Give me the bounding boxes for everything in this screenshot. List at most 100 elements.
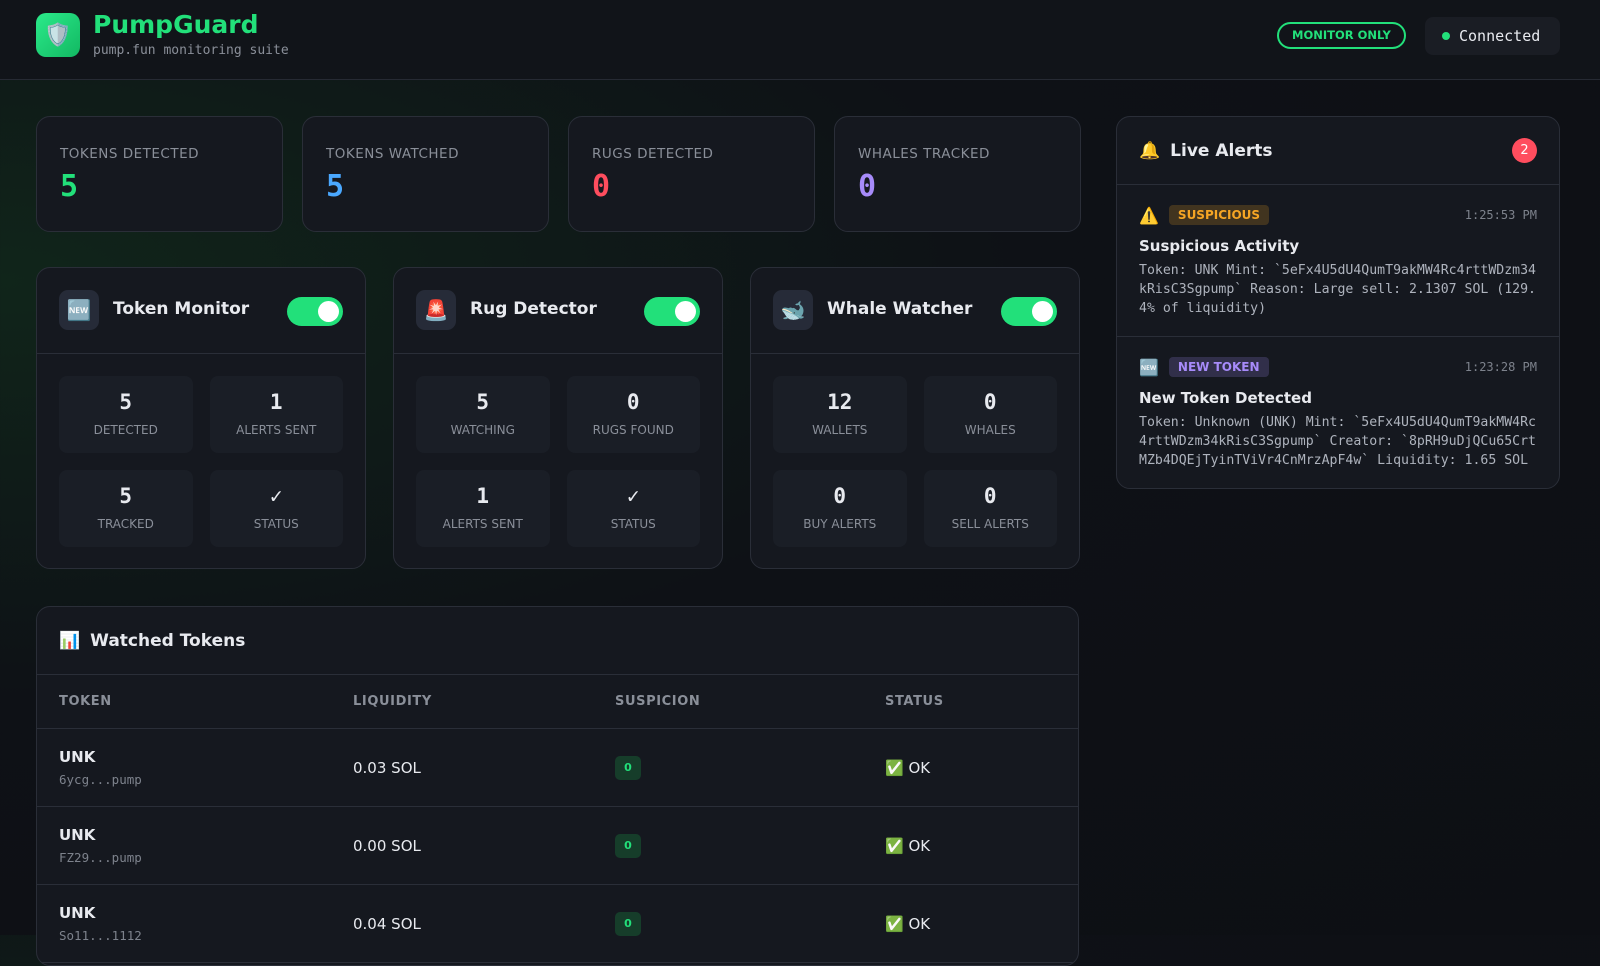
stat-card: TOKENS WATCHED 5 <box>302 116 549 232</box>
alert-body: Token: Unknown (UNK) Mint: `5eFx4U5dU4Qu… <box>1139 415 1536 468</box>
alert-badge: NEW TOKEN <box>1168 357 1269 377</box>
column-header: STATUS <box>885 694 944 709</box>
module-metrics: 5 DETECTED 1 ALERTS SENT 5 TRACKED ✓ STATUS <box>37 354 365 569</box>
metric: 12 WALLETS <box>773 376 907 453</box>
token-symbol: UNK <box>59 826 96 844</box>
metric: ✓ STATUS <box>566 470 700 547</box>
column-header: TOKEN <box>59 694 112 709</box>
metric-label: ALERTS SENT <box>442 517 523 531</box>
metric-value: 0 <box>983 390 997 414</box>
stat-label: RUGS DETECTED <box>592 146 714 162</box>
token-mint: So11...1112 <box>59 928 142 943</box>
module-card: 🆕 Token Monitor 5 DETECTED 1 ALERTS SENT 5 TRAC… <box>36 267 366 569</box>
alerts-title: Live Alerts <box>1170 140 1273 161</box>
table-row: UNK FZ29...pump 0.00 SOL 0 ✅ OK <box>37 807 1078 885</box>
token-symbol: UNK <box>59 904 96 922</box>
alert-title: New Token Detected <box>1139 389 1312 407</box>
metric: 0 WHALES <box>923 376 1057 453</box>
stat-value: 0 <box>858 169 877 204</box>
table-row: UNK So11...1112 0.04 SOL 0 ✅ OK <box>37 885 1078 963</box>
suspicion-score: 0 <box>615 755 641 780</box>
alert-icon: ⚠️ <box>1139 205 1159 225</box>
stat-label: TOKENS WATCHED <box>326 146 459 162</box>
module-metrics: 12 WALLETS 0 WHALES 0 BUY ALERTS 0 SELL ALERTS <box>751 354 1079 569</box>
alert-time: 1:23:28 PM <box>1464 360 1537 374</box>
alert-body: Token: UNK Mint: `5eFx4U5dU4QumT9akMW4Rc… <box>1139 263 1536 316</box>
metric: 0 RUGS FOUND <box>566 376 700 453</box>
module-card: 🚨 Rug Detector 5 WATCHING 0 RUGS FOUND 1 ALERTS… <box>393 267 723 569</box>
stat-card: WHALES TRACKED 0 <box>834 116 1081 232</box>
stat-card: RUGS DETECTED 0 <box>568 116 815 232</box>
logo: 🛡️ <box>36 13 80 57</box>
module-header: 🆕 Token Monitor <box>37 268 365 354</box>
stat-value: 5 <box>60 169 79 204</box>
metric-label: ALERTS SENT <box>236 423 317 437</box>
toggle-knob <box>1032 301 1053 322</box>
alert-item: ⚠️ SUSPICIOUS 1:25:53 PM Suspicious Activit… <box>1117 185 1559 337</box>
token-symbol: UNK <box>59 748 96 766</box>
module-icon: 🆕 <box>59 290 99 330</box>
metric-label: SELL ALERTS <box>951 517 1029 531</box>
metric: 1 ALERTS SENT <box>416 470 550 547</box>
suspicion-cell: 0 <box>615 833 885 858</box>
metric-value: ✓ <box>626 484 640 508</box>
metric-label: BUY ALERTS <box>803 517 877 531</box>
metric-value: 0 <box>833 484 847 508</box>
module-toggle[interactable] <box>644 297 700 326</box>
token-cell: UNK FZ29...pump <box>59 826 353 865</box>
metric: 0 SELL ALERTS <box>923 470 1057 547</box>
alert-item: 🆕 NEW TOKEN 1:23:28 PM New Token Detected To… <box>1117 337 1559 488</box>
metric-label: WALLETS <box>812 423 868 437</box>
metric: 5 DETECTED <box>59 376 193 453</box>
liquidity: 0.04 SOL <box>353 914 421 933</box>
module-card: 🐋 Whale Watcher 12 WALLETS 0 WHALES 0 BUY ALERT… <box>750 267 1080 569</box>
app-title: PumpGuard <box>93 10 259 39</box>
metric-label: WATCHING <box>450 423 515 437</box>
metric: 1 ALERTS SENT <box>209 376 343 453</box>
table-row: UNK 6ycg...pump 0.03 SOL 0 ✅ OK <box>37 729 1078 807</box>
header: 🛡️ PumpGuard pump.fun monitoring suite MONI… <box>0 0 1600 80</box>
metric-value: 5 <box>119 390 133 414</box>
metric-value: 1 <box>269 390 283 414</box>
module-header: 🐋 Whale Watcher <box>751 268 1079 354</box>
column-header: SUSPICION <box>615 694 701 709</box>
metric-value: 0 <box>983 484 997 508</box>
module-metrics: 5 WATCHING 0 RUGS FOUND 1 ALERTS SENT ✓ STATUS <box>394 354 722 569</box>
alert-icon: 🆕 <box>1139 357 1159 377</box>
metric-value: 12 <box>827 390 853 414</box>
module-toggle[interactable] <box>287 297 343 326</box>
toggle-knob <box>318 301 339 322</box>
token-cell: UNK 6ycg...pump <box>59 748 353 787</box>
alert-time: 1:25:53 PM <box>1464 208 1537 222</box>
suspicion-cell: 0 <box>615 755 885 780</box>
stat-value: 5 <box>326 169 345 204</box>
module-icon: 🚨 <box>416 290 456 330</box>
module-name: Rug Detector <box>470 299 597 319</box>
alert-title: Suspicious Activity <box>1139 237 1300 255</box>
stat-label: TOKENS DETECTED <box>60 146 200 162</box>
alert-meta: 🆕 NEW TOKEN 1:23:28 PM <box>1139 355 1537 379</box>
suspicion-cell: 0 <box>615 911 885 936</box>
mode-badge: MONITOR ONLY <box>1277 22 1406 49</box>
metric: ✓ STATUS <box>209 470 343 547</box>
metric-value: ✓ <box>269 484 283 508</box>
alerts-count: 2 <box>1512 138 1537 163</box>
alerts-icon: 🔔 <box>1139 140 1161 161</box>
module-header: 🚨 Rug Detector <box>394 268 722 354</box>
suspicion-score: 0 <box>615 833 641 858</box>
suspicion-score: 0 <box>615 911 641 936</box>
module-icon: 🐋 <box>773 290 813 330</box>
module-name: Token Monitor <box>113 299 250 319</box>
module-toggle[interactable] <box>1001 297 1057 326</box>
watched-panel: 📊 Watched Tokens TOKEN LIQUIDITY SUSPICION ST… <box>36 606 1079 966</box>
metric-label: TRACKED <box>97 517 154 531</box>
app-subtitle: pump.fun monitoring suite <box>93 43 289 58</box>
metric: 5 WATCHING <box>416 376 550 453</box>
watched-header: 📊 Watched Tokens <box>37 607 1078 675</box>
alerts-header: 🔔 Live Alerts 2 <box>1117 117 1559 185</box>
metric-value: 5 <box>476 390 490 414</box>
module-name: Whale Watcher <box>827 299 973 319</box>
connection-status: Connected <box>1425 17 1560 55</box>
